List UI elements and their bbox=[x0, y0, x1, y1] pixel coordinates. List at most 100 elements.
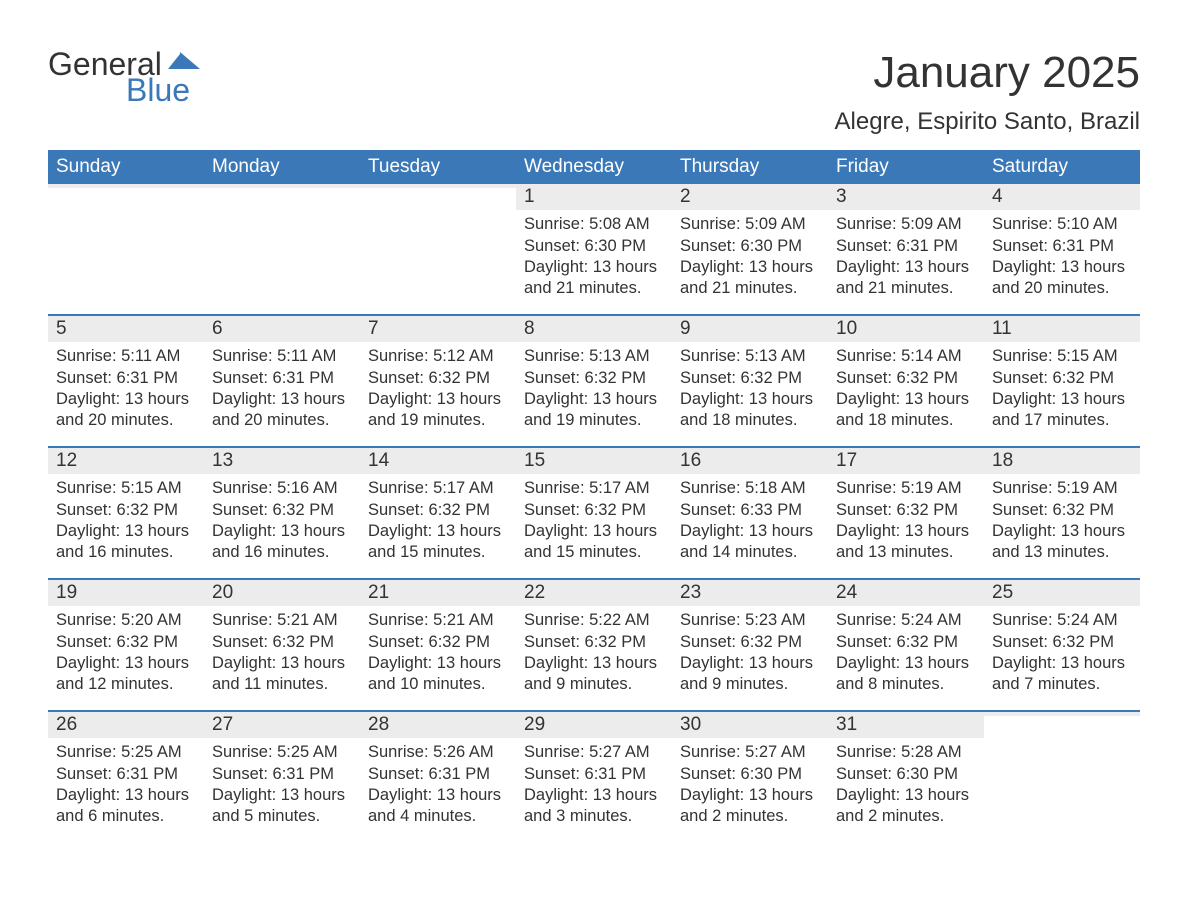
sunset-text: Sunset: 6:32 PM bbox=[680, 368, 820, 389]
calendar-week: 12Sunrise: 5:15 AMSunset: 6:32 PMDayligh… bbox=[48, 446, 1140, 578]
daylight-text: Daylight: 13 hours and 17 minutes. bbox=[992, 389, 1132, 430]
sunset-text: Sunset: 6:32 PM bbox=[992, 632, 1132, 653]
sunset-text: Sunset: 6:32 PM bbox=[836, 500, 976, 521]
day-details: Sunrise: 5:19 AMSunset: 6:32 PMDaylight:… bbox=[984, 474, 1140, 578]
daylight-text: Daylight: 13 hours and 18 minutes. bbox=[680, 389, 820, 430]
location: Alegre, Espirito Santo, Brazil bbox=[835, 108, 1140, 136]
daylight-text: Daylight: 13 hours and 15 minutes. bbox=[368, 521, 508, 562]
sunrise-text: Sunrise: 5:19 AM bbox=[836, 478, 976, 499]
calendar-day: 31Sunrise: 5:28 AMSunset: 6:30 PMDayligh… bbox=[828, 712, 984, 842]
title-block: January 2025 Alegre, Espirito Santo, Bra… bbox=[835, 48, 1140, 136]
day-details bbox=[204, 188, 360, 292]
calendar-day: 8Sunrise: 5:13 AMSunset: 6:32 PMDaylight… bbox=[516, 316, 672, 446]
day-number: 18 bbox=[984, 448, 1140, 474]
day-details: Sunrise: 5:11 AMSunset: 6:31 PMDaylight:… bbox=[204, 342, 360, 446]
calendar-day: 30Sunrise: 5:27 AMSunset: 6:30 PMDayligh… bbox=[672, 712, 828, 842]
day-details: Sunrise: 5:15 AMSunset: 6:32 PMDaylight:… bbox=[984, 342, 1140, 446]
sunset-text: Sunset: 6:31 PM bbox=[836, 236, 976, 257]
sunrise-text: Sunrise: 5:21 AM bbox=[368, 610, 508, 631]
day-number: 9 bbox=[672, 316, 828, 342]
day-number: 14 bbox=[360, 448, 516, 474]
sunrise-text: Sunrise: 5:20 AM bbox=[56, 610, 196, 631]
daylight-text: Daylight: 13 hours and 14 minutes. bbox=[680, 521, 820, 562]
day-details: Sunrise: 5:16 AMSunset: 6:32 PMDaylight:… bbox=[204, 474, 360, 578]
day-number: 10 bbox=[828, 316, 984, 342]
day-number: 4 bbox=[984, 184, 1140, 210]
sunset-text: Sunset: 6:32 PM bbox=[524, 368, 664, 389]
daylight-text: Daylight: 13 hours and 19 minutes. bbox=[368, 389, 508, 430]
calendar-day: 24Sunrise: 5:24 AMSunset: 6:32 PMDayligh… bbox=[828, 580, 984, 710]
day-number: 3 bbox=[828, 184, 984, 210]
sunrise-text: Sunrise: 5:22 AM bbox=[524, 610, 664, 631]
day-details: Sunrise: 5:11 AMSunset: 6:31 PMDaylight:… bbox=[48, 342, 204, 446]
sunset-text: Sunset: 6:30 PM bbox=[680, 236, 820, 257]
day-details bbox=[360, 188, 516, 292]
day-number: 29 bbox=[516, 712, 672, 738]
day-details: Sunrise: 5:15 AMSunset: 6:32 PMDaylight:… bbox=[48, 474, 204, 578]
calendar-day: 22Sunrise: 5:22 AMSunset: 6:32 PMDayligh… bbox=[516, 580, 672, 710]
calendar-day bbox=[984, 712, 1140, 842]
day-number: 6 bbox=[204, 316, 360, 342]
daylight-text: Daylight: 13 hours and 2 minutes. bbox=[836, 785, 976, 826]
calendar-day: 23Sunrise: 5:23 AMSunset: 6:32 PMDayligh… bbox=[672, 580, 828, 710]
day-details: Sunrise: 5:09 AMSunset: 6:31 PMDaylight:… bbox=[828, 210, 984, 314]
sunset-text: Sunset: 6:32 PM bbox=[368, 368, 508, 389]
day-number: 24 bbox=[828, 580, 984, 606]
dow-friday: Friday bbox=[828, 150, 984, 184]
calendar-day: 3Sunrise: 5:09 AMSunset: 6:31 PMDaylight… bbox=[828, 184, 984, 314]
daylight-text: Daylight: 13 hours and 11 minutes. bbox=[212, 653, 352, 694]
day-number: 20 bbox=[204, 580, 360, 606]
calendar-day: 28Sunrise: 5:26 AMSunset: 6:31 PMDayligh… bbox=[360, 712, 516, 842]
calendar-day bbox=[204, 184, 360, 314]
dow-thursday: Thursday bbox=[672, 150, 828, 184]
daylight-text: Daylight: 13 hours and 6 minutes. bbox=[56, 785, 196, 826]
daylight-text: Daylight: 13 hours and 13 minutes. bbox=[836, 521, 976, 562]
sunset-text: Sunset: 6:31 PM bbox=[56, 764, 196, 785]
daylight-text: Daylight: 13 hours and 7 minutes. bbox=[992, 653, 1132, 694]
day-number: 7 bbox=[360, 316, 516, 342]
day-number: 22 bbox=[516, 580, 672, 606]
calendar-day: 15Sunrise: 5:17 AMSunset: 6:32 PMDayligh… bbox=[516, 448, 672, 578]
day-details bbox=[984, 716, 1140, 820]
sunset-text: Sunset: 6:32 PM bbox=[680, 632, 820, 653]
calendar-day: 11Sunrise: 5:15 AMSunset: 6:32 PMDayligh… bbox=[984, 316, 1140, 446]
month-title: January 2025 bbox=[835, 48, 1140, 98]
day-number: 25 bbox=[984, 580, 1140, 606]
sunset-text: Sunset: 6:32 PM bbox=[992, 368, 1132, 389]
sunset-text: Sunset: 6:31 PM bbox=[212, 368, 352, 389]
daylight-text: Daylight: 13 hours and 20 minutes. bbox=[56, 389, 196, 430]
calendar-day: 6Sunrise: 5:11 AMSunset: 6:31 PMDaylight… bbox=[204, 316, 360, 446]
calendar-week: 19Sunrise: 5:20 AMSunset: 6:32 PMDayligh… bbox=[48, 578, 1140, 710]
daylight-text: Daylight: 13 hours and 15 minutes. bbox=[524, 521, 664, 562]
calendar-day: 25Sunrise: 5:24 AMSunset: 6:32 PMDayligh… bbox=[984, 580, 1140, 710]
day-details: Sunrise: 5:13 AMSunset: 6:32 PMDaylight:… bbox=[672, 342, 828, 446]
day-number: 23 bbox=[672, 580, 828, 606]
day-number: 15 bbox=[516, 448, 672, 474]
day-details: Sunrise: 5:18 AMSunset: 6:33 PMDaylight:… bbox=[672, 474, 828, 578]
sunset-text: Sunset: 6:32 PM bbox=[992, 500, 1132, 521]
day-details: Sunrise: 5:24 AMSunset: 6:32 PMDaylight:… bbox=[984, 606, 1140, 710]
calendar-day bbox=[48, 184, 204, 314]
day-details: Sunrise: 5:20 AMSunset: 6:32 PMDaylight:… bbox=[48, 606, 204, 710]
daylight-text: Daylight: 13 hours and 5 minutes. bbox=[212, 785, 352, 826]
sunset-text: Sunset: 6:31 PM bbox=[56, 368, 196, 389]
sunrise-text: Sunrise: 5:15 AM bbox=[992, 346, 1132, 367]
calendar-day: 29Sunrise: 5:27 AMSunset: 6:31 PMDayligh… bbox=[516, 712, 672, 842]
day-details: Sunrise: 5:17 AMSunset: 6:32 PMDaylight:… bbox=[360, 474, 516, 578]
daylight-text: Daylight: 13 hours and 13 minutes. bbox=[992, 521, 1132, 562]
sunrise-text: Sunrise: 5:25 AM bbox=[56, 742, 196, 763]
sunset-text: Sunset: 6:32 PM bbox=[524, 632, 664, 653]
calendar-day: 18Sunrise: 5:19 AMSunset: 6:32 PMDayligh… bbox=[984, 448, 1140, 578]
calendar-day: 2Sunrise: 5:09 AMSunset: 6:30 PMDaylight… bbox=[672, 184, 828, 314]
sunset-text: Sunset: 6:31 PM bbox=[212, 764, 352, 785]
day-details: Sunrise: 5:28 AMSunset: 6:30 PMDaylight:… bbox=[828, 738, 984, 842]
day-number: 19 bbox=[48, 580, 204, 606]
day-number: 13 bbox=[204, 448, 360, 474]
sunrise-text: Sunrise: 5:15 AM bbox=[56, 478, 196, 499]
day-details: Sunrise: 5:26 AMSunset: 6:31 PMDaylight:… bbox=[360, 738, 516, 842]
daylight-text: Daylight: 13 hours and 3 minutes. bbox=[524, 785, 664, 826]
calendar-day: 12Sunrise: 5:15 AMSunset: 6:32 PMDayligh… bbox=[48, 448, 204, 578]
sunrise-text: Sunrise: 5:11 AM bbox=[212, 346, 352, 367]
day-number: 11 bbox=[984, 316, 1140, 342]
sunset-text: Sunset: 6:32 PM bbox=[212, 632, 352, 653]
